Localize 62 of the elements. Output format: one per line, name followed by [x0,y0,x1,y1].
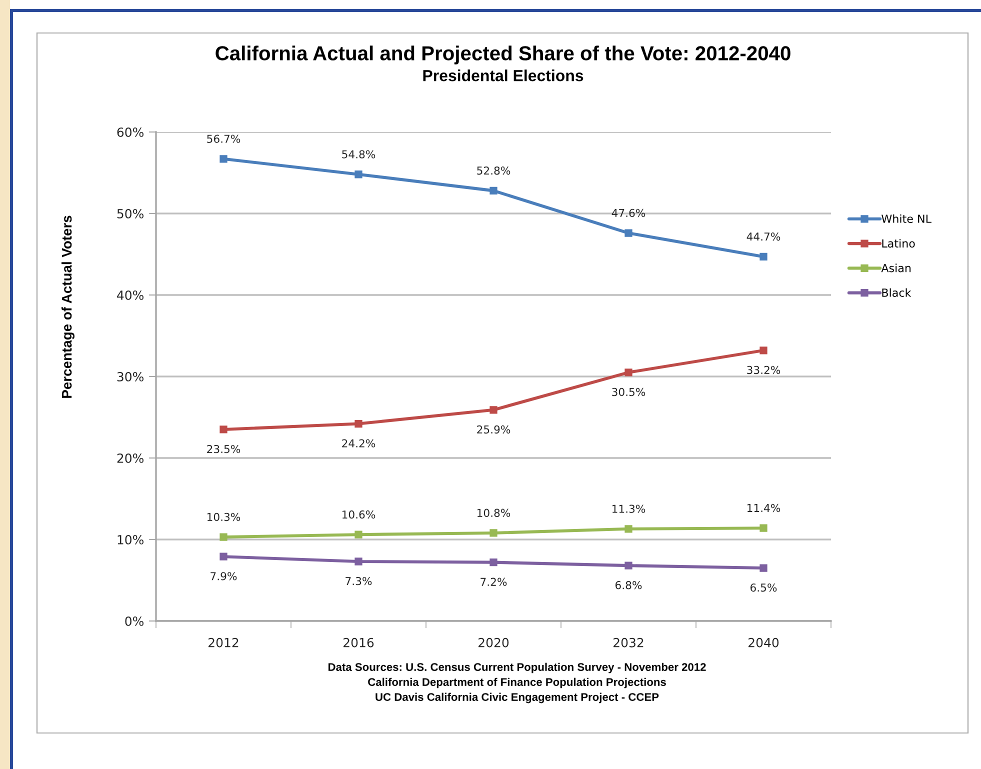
chart-title: California Actual and Projected Share of the Vote: 2012-2040 [216,46,790,64]
data-label: 11.4% [747,504,780,512]
text: Data Sources: U.S. Census Current Population Survey - November 2012 [328,662,706,674]
y-tick-label: 40% [117,290,144,300]
point [220,533,228,541]
data-label: 7.2% [480,578,507,586]
data-label: 24.2% [342,439,376,448]
y-tick-label: 0% [125,616,144,626]
point [760,346,768,354]
point [220,155,228,163]
data-label: 6.8% [615,581,642,590]
point [220,552,228,560]
x-tick-label: 2040 [748,638,779,648]
data-label: 25.9% [477,425,510,434]
point [354,420,362,428]
data-label: 54.8% [342,150,376,158]
data-label: 30.5% [612,388,646,396]
text: UC Davis California Civic Engagement Project - CCEP [376,692,659,704]
point [760,524,768,532]
point [490,406,498,414]
data-label: 33.2% [747,366,780,374]
point [490,186,498,194]
data-label: 52.8% [477,166,510,175]
x-tick-label: 2012 [208,638,238,648]
x-tick-label: 2016 [344,638,374,648]
point [490,558,498,566]
y-tick-label: 60% [117,127,144,137]
data-label: 44.7% [746,232,780,241]
x-tick-label: 2032 [614,638,644,648]
point [624,562,632,570]
point [354,558,362,566]
data-label: 11.3% [612,504,646,513]
legend-label: Asian [881,264,911,272]
point [624,229,632,237]
legend-label: Latino [882,238,915,248]
x-tick-label: 2020 [478,638,509,648]
data-label: 10.6% [342,510,376,519]
point [490,529,498,537]
y-tick-label: 20% [117,453,144,463]
text: California Department of Finance Population Projections [368,678,666,688]
legend-label: Black [882,288,912,297]
point [220,426,228,434]
point [354,530,362,538]
point [624,368,632,376]
point [760,252,768,261]
data-label: 7.3% [346,576,372,586]
y-tick-label: 50% [117,208,144,218]
point [760,564,768,572]
data-label: 47.6% [612,208,646,218]
y-tick-label: 10% [118,534,144,544]
data-label: 56.7% [207,134,240,143]
y-tick-label: 30% [117,372,144,382]
data-label: 7.9% [210,572,237,580]
data-label: 6.5% [750,583,777,592]
legend-label: White NL [882,214,932,223]
point [354,170,362,178]
chart-subtitle: Presidental Elections [423,70,584,82]
data-label: 23.5% [207,444,240,454]
data-label: 10.3% [207,512,240,522]
point [624,525,632,533]
data-label: 10.8% [477,508,510,517]
y-axis-title: Percentage of Actual Voters [61,216,75,398]
